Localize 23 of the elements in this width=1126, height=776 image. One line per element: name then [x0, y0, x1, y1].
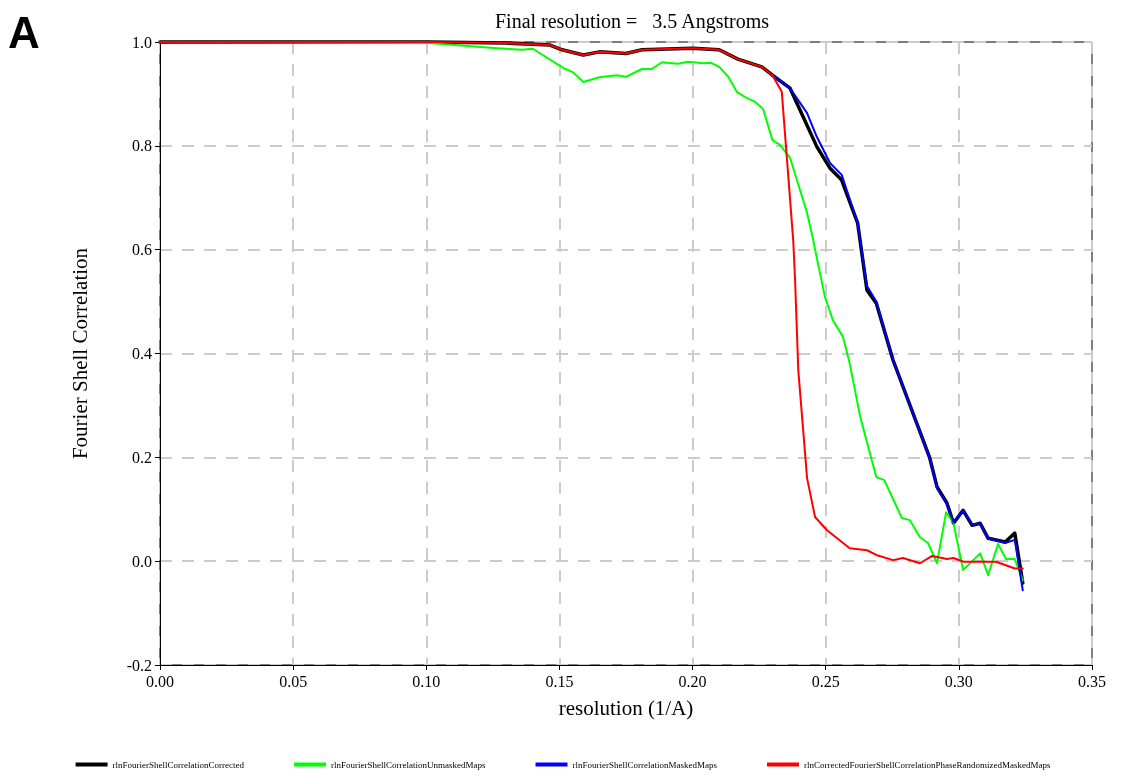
- x-tick-label: 0.20: [678, 672, 707, 690]
- y-axis-title: Fourier Shell Correlation: [67, 247, 92, 460]
- text: A: [8, 7, 40, 57]
- x-tick-label: 0.35: [1078, 672, 1106, 690]
- y-tick-label: 0.8: [132, 137, 152, 155]
- x-tick-label: 0.30: [944, 672, 973, 690]
- legend-label: rlnCorrectedFourierShellCorrelationPhaseRandomizedMaskedMaps: [803, 759, 1051, 770]
- x-tick-label: 0.00: [146, 672, 174, 690]
- y-tick-label: 0.6: [132, 241, 152, 259]
- legend-label: rlnFourierShellCorrelationUnmaskedMaps: [331, 759, 487, 770]
- y-tick-label: 0.0: [132, 552, 152, 570]
- y-tick-label: -0.2: [126, 656, 152, 674]
- y-tick-label: 0.4: [132, 345, 152, 362]
- legend-label: rlnFourierShellCorrelationCorrected: [112, 759, 245, 770]
- x-tick-label: 0.05: [279, 672, 308, 690]
- legend-label: rlnFourierShellCorrelationMaskedMaps: [572, 759, 718, 770]
- x-tick-label: 0.15: [545, 672, 574, 690]
- x-tick-label: 0.25: [811, 672, 840, 690]
- y-tick-label: 1.0: [132, 33, 152, 51]
- chart-title: Final resolution = 3.5 Angstroms: [494, 10, 770, 33]
- x-tick-label: 0.10: [412, 672, 441, 690]
- y-tick-label: 0.2: [132, 448, 152, 466]
- x-axis-title: resolution (1/A): [558, 695, 694, 720]
